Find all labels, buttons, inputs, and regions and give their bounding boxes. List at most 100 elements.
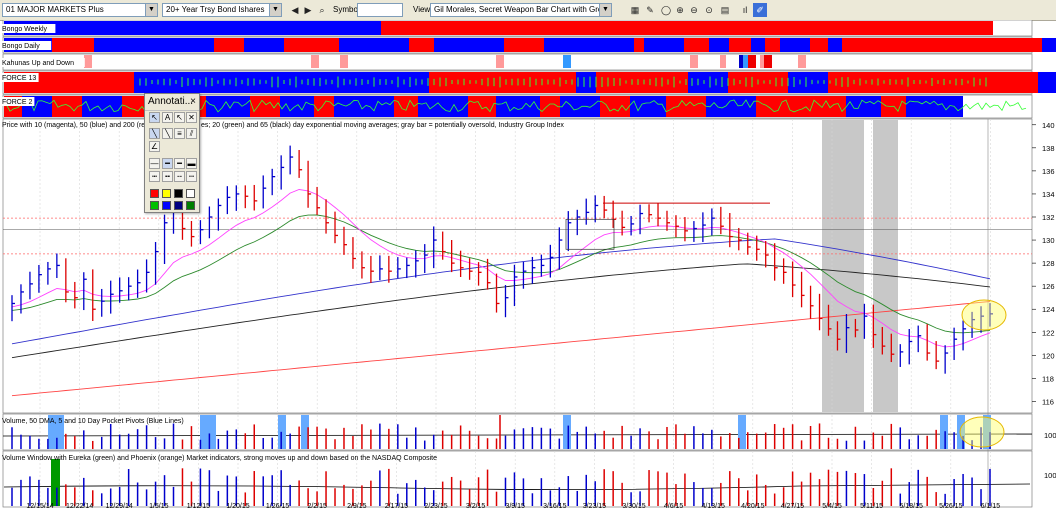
ma200-line <box>11 301 991 397</box>
kahunas-down-bar <box>311 55 319 68</box>
x-tick-label: 5/26/15 <box>939 503 962 509</box>
force2-seg <box>418 96 468 117</box>
zoom-out-icon[interactable]: ⊖ <box>690 5 698 15</box>
y-tick-label: 132 <box>1042 213 1055 222</box>
force13-seg <box>1038 72 1056 93</box>
edit-chart-icon[interactable]: ✎ <box>646 5 654 15</box>
force2-seg <box>334 96 394 117</box>
y-tick-label: 134 <box>1042 190 1055 199</box>
heavy-line-icon[interactable]: ▬ <box>186 158 197 169</box>
x-tick-label: 12/15/14 <box>26 503 53 509</box>
bongo-daily-seg <box>52 38 94 52</box>
toolbar: 01 MAJOR MARKETS Plus ▼ 20+ Year Trsy Bon… <box>0 0 1056 21</box>
bongo-daily-label: Bongo Daily <box>2 43 40 50</box>
view-select[interactable]: Gil Morales, Secret Weapon Bar Chart wit… <box>430 3 612 17</box>
indicator-icon[interactable]: ıl <box>742 5 748 15</box>
force2-seg <box>560 96 600 117</box>
annotation-toggle-icon[interactable]: ✐ <box>753 3 767 17</box>
zoom-in-icon[interactable]: ⊕ <box>676 5 684 15</box>
chart-area: 116 118 120 122 124 126 128 130 132 134 136 138 140 1… <box>1 20 1056 509</box>
x-tick-label: 3/23/15 <box>583 503 606 509</box>
color-swatch-red[interactable] <box>150 189 159 198</box>
force13-seg <box>788 72 828 93</box>
color-swatch-dark-green[interactable] <box>186 201 195 210</box>
symbol-select[interactable]: 20+ Year Trsy Bond Ishares ▼ <box>162 3 282 17</box>
bongo-daily-seg <box>780 38 810 52</box>
force2-seg <box>906 96 963 117</box>
thin-line-icon[interactable]: — <box>149 158 160 169</box>
ray-tool-icon[interactable]: ╲ <box>162 128 173 139</box>
chevron-down-icon: ▼ <box>269 4 281 16</box>
dashed-line-icon[interactable]: ╍ <box>162 171 173 182</box>
list-select[interactable]: 01 MAJOR MARKETS Plus ▼ <box>2 3 158 17</box>
pocket-pivot-highlight <box>48 415 64 449</box>
y-tick-label: 130 <box>1042 236 1055 245</box>
x-tick-label: 3/9/15 <box>505 503 525 509</box>
volume-window-axis-label: 100 <box>1044 471 1056 480</box>
fib-tool-icon[interactable]: ∠ <box>149 141 160 152</box>
bongo-daily-seg <box>828 38 842 52</box>
dotted-line-icon[interactable]: ┅ <box>149 171 160 182</box>
text-tool-icon[interactable]: A <box>162 112 173 123</box>
force2-seg <box>630 96 666 117</box>
force13-seg <box>576 72 596 93</box>
kahunas-up-bar <box>563 55 571 68</box>
bongo-daily-seg <box>1042 38 1056 52</box>
force2-label: FORCE 2 <box>2 99 32 106</box>
symbol-input[interactable] <box>357 3 403 17</box>
x-tick-label: 2/17/15 <box>385 503 408 509</box>
annotation-palette-title[interactable]: Annotati... × <box>145 94 199 111</box>
volume-pane-title: Volume, 50 DMA, 5 and 10 Day Pocket Pivo… <box>2 418 184 425</box>
pointer-tool-icon[interactable]: ↖ <box>174 112 185 123</box>
dash-dot-line-icon[interactable]: ╌ <box>174 171 185 182</box>
pocket-pivot-highlight <box>940 415 948 449</box>
color-swatch-white[interactable] <box>186 189 195 198</box>
force2-seg <box>394 96 418 117</box>
symbol-label: Symbol: <box>333 5 362 14</box>
price-pane-title: es; 20 (green) and 65 (black) day expone… <box>201 122 564 129</box>
select-arrow-icon[interactable]: ↖ <box>149 112 160 123</box>
bongo-daily-seg <box>634 38 644 52</box>
thick-line-icon[interactable]: ━ <box>174 158 185 169</box>
prev-symbol-icon[interactable]: ◀ <box>291 5 299 15</box>
find-binoculars-icon[interactable]: ⌕ <box>319 5 325 15</box>
x-tick-label: 5/18/15 <box>900 503 923 509</box>
color-swatch-blue[interactable] <box>162 201 171 210</box>
bongo-daily-seg <box>504 38 544 52</box>
zoom-reset-icon[interactable]: ⊙ <box>705 5 713 15</box>
force2-seg <box>468 96 496 117</box>
channel-tool-icon[interactable]: ⫽ <box>186 128 197 139</box>
kahunas-down-bar <box>720 55 726 68</box>
color-swatch-yellow[interactable] <box>162 189 171 198</box>
zoom-icon[interactable]: ◯ <box>660 5 672 15</box>
color-swatch-black[interactable] <box>174 189 183 198</box>
delete-tool-icon[interactable]: ✕ <box>186 112 197 123</box>
close-icon[interactable]: × <box>190 96 196 107</box>
palette-title-text: Annotati... <box>148 96 194 107</box>
trendline-tool-icon[interactable]: ╲ <box>149 128 160 139</box>
view-select-value: Gil Morales, Secret Weapon Bar Chart wit… <box>434 5 611 14</box>
pane-label-bg <box>1 24 56 33</box>
next-symbol-icon[interactable]: ▶ <box>304 5 312 15</box>
color-swatch-green[interactable] <box>150 201 159 210</box>
volume-window-average <box>3 483 1031 490</box>
x-tick-label: 2/23/15 <box>424 503 447 509</box>
color-swatch-navy[interactable] <box>174 201 183 210</box>
force2-seg <box>706 96 756 117</box>
chart-properties-icon[interactable]: ▦ <box>630 5 640 15</box>
force2-seg <box>82 96 122 117</box>
medium-line-icon[interactable]: ━ <box>162 158 173 169</box>
bongo-daily-seg <box>244 38 284 52</box>
pocket-pivot-highlight <box>957 415 965 449</box>
long-dash-line-icon[interactable]: ┉ <box>186 171 197 182</box>
horizontal-line-tool-icon[interactable]: ≡ <box>174 128 185 139</box>
kahunas-down-bar <box>690 55 698 68</box>
oversold-gray-bar <box>822 120 864 412</box>
bongo-daily-seg <box>765 38 780 52</box>
pane-label-bg <box>1 97 35 106</box>
data-window-icon[interactable]: ▤ <box>720 5 730 15</box>
x-tick-label: 1/20/15 <box>226 503 249 509</box>
bongo-weekly-seg <box>381 21 993 35</box>
force2-seg <box>666 96 706 117</box>
x-tick-label: 5/4/15 <box>822 503 842 509</box>
